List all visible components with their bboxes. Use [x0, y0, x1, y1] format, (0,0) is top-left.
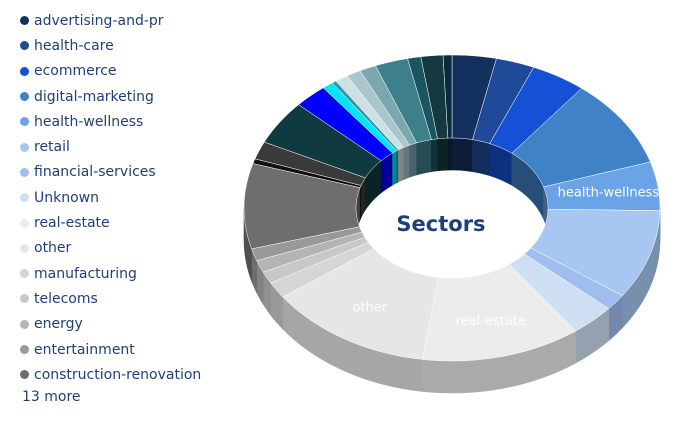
legend-swatch-icon	[20, 41, 29, 51]
slice-inner-wall	[392, 150, 398, 186]
legend-item[interactable]: manufacturing	[20, 261, 230, 286]
legend-item[interactable]: telecoms	[20, 286, 230, 311]
slice-inner-wall	[447, 137, 453, 171]
legend-label: telecoms	[34, 290, 98, 307]
legend-label: construction-renovation	[34, 366, 202, 383]
slice-other-28[interactable]	[442, 54, 453, 139]
legend-swatch-icon	[20, 117, 29, 127]
legend-label: real-estate	[34, 215, 110, 232]
donut-slices	[243, 54, 661, 362]
slice-labels: health-wellness real-estate other	[353, 185, 660, 329]
legend-swatch-icon	[20, 243, 29, 253]
slice-inner-wall	[431, 138, 438, 172]
legend-label: entertainment	[34, 341, 135, 358]
legend-item[interactable]: entertainment	[20, 337, 230, 362]
legend-label: financial-services	[34, 164, 156, 181]
legend-swatch-icon	[20, 142, 29, 152]
legend-swatch-icon	[20, 92, 29, 102]
legend-swatch-icon	[20, 294, 29, 304]
legend-swatch-icon	[20, 370, 29, 380]
legend-item[interactable]: advertising-and-pr	[20, 8, 230, 33]
slice-inner-wall	[437, 137, 449, 172]
legend-swatch-icon	[20, 218, 29, 228]
chart-title: Sectors	[396, 212, 485, 236]
legend-label: manufacturing	[34, 265, 137, 282]
legend-label: retail	[34, 139, 70, 156]
legend-item[interactable]: health-care	[20, 33, 230, 58]
slice-inner-wall	[403, 144, 410, 180]
legend-more-link[interactable]: 13 more	[22, 389, 81, 406]
legend-swatch-icon	[20, 193, 29, 203]
legend-item[interactable]: retail	[20, 134, 230, 159]
legend-label: digital-marketing	[34, 88, 154, 105]
slice-label: other	[353, 301, 388, 316]
slice-inner-wall	[451, 137, 473, 172]
legend-swatch-icon	[20, 319, 29, 329]
legend-label: ecommerce	[34, 63, 117, 80]
slice-inner-wall	[416, 139, 432, 176]
slice-inner-wall	[398, 147, 404, 183]
legend-label: health-care	[34, 37, 114, 54]
legend-item[interactable]: construction-renovation	[20, 362, 230, 387]
legend-item[interactable]: real-estate	[20, 210, 230, 235]
legend-label: advertising-and-pr	[34, 12, 164, 29]
legend-item[interactable]: Unknown	[20, 185, 230, 210]
legend-label: health-wellness	[34, 113, 144, 130]
slice-label: health-wellness	[558, 185, 660, 200]
legend-label: other	[34, 240, 72, 257]
legend-item[interactable]: ecommerce	[20, 59, 230, 84]
legend-label: energy	[34, 316, 83, 333]
legend-item[interactable]: health-wellness	[20, 109, 230, 134]
legend-item[interactable]: energy	[20, 312, 230, 337]
legend-swatch-icon	[20, 66, 29, 76]
legend-swatch-icon	[20, 16, 29, 26]
legend-item[interactable]: financial-services	[20, 160, 230, 185]
chart-legend: advertising-and-pr health-care ecommerce di…	[20, 8, 230, 405]
legend-label: Unknown	[34, 189, 99, 206]
legend-item[interactable]: digital-marketing	[20, 84, 230, 109]
legend-swatch-icon	[20, 345, 29, 354]
slice-label: real-estate	[456, 314, 526, 329]
legend-swatch-icon	[20, 167, 29, 177]
legend-swatch-icon	[20, 269, 29, 279]
legend-item[interactable]: other	[20, 236, 230, 261]
slice-inner-wall	[409, 142, 417, 178]
slice-inner-wall	[472, 139, 491, 177]
